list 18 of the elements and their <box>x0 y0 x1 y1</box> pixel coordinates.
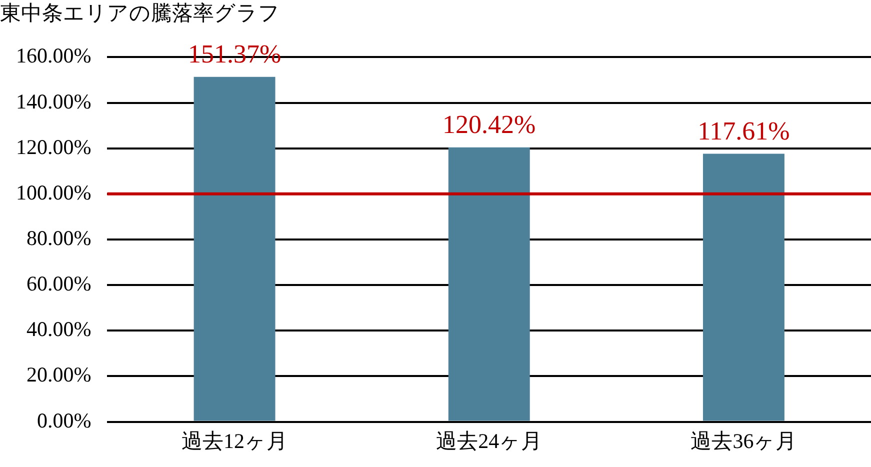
bar <box>702 154 784 421</box>
chart-title: 東中条エリアの騰落率グラフ <box>0 1 280 26</box>
data-label: 120.42% <box>442 110 536 140</box>
y-tick-label: 120.00% <box>16 134 92 159</box>
y-tick-label: 40.00% <box>26 317 92 342</box>
y-tick-label: 140.00% <box>16 89 92 114</box>
x-tick-label: 過去36ヶ月 <box>690 428 797 453</box>
x-tick-label: 過去24ヶ月 <box>436 428 542 453</box>
bar <box>448 147 530 421</box>
y-tick-label: 60.00% <box>26 272 92 296</box>
bar <box>194 76 276 421</box>
y-tick-label: 160.00% <box>16 44 92 68</box>
y-tick-label: 20.00% <box>26 362 92 387</box>
y-tick-label: 100.00% <box>16 180 92 204</box>
x-tick-label: 過去12ヶ月 <box>182 428 288 453</box>
y-tick-label: 80.00% <box>26 226 92 250</box>
data-label: 117.61% <box>698 116 790 146</box>
y-tick-label: 0.00% <box>36 408 92 432</box>
